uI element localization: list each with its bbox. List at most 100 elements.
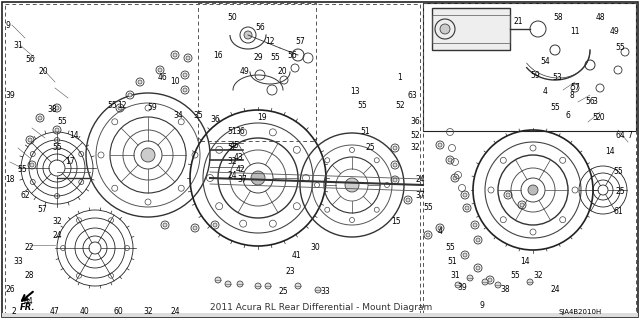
Text: 7: 7 (628, 130, 632, 139)
Circle shape (527, 279, 533, 285)
Text: 22: 22 (24, 243, 34, 253)
Text: 43: 43 (233, 153, 243, 162)
Text: 56: 56 (585, 98, 595, 107)
Circle shape (520, 203, 524, 207)
Circle shape (118, 106, 122, 110)
Circle shape (463, 253, 467, 257)
Text: 53: 53 (552, 73, 562, 83)
Text: 29: 29 (253, 54, 263, 63)
Text: 49: 49 (240, 68, 250, 77)
Text: 61: 61 (613, 207, 623, 217)
Text: 31: 31 (450, 271, 460, 279)
Text: 33: 33 (320, 287, 330, 296)
Text: 9: 9 (479, 300, 484, 309)
Text: 8: 8 (570, 91, 574, 100)
Text: 47: 47 (50, 308, 60, 316)
Text: 35: 35 (193, 110, 203, 120)
Circle shape (55, 106, 59, 110)
Text: 42: 42 (235, 166, 245, 174)
Circle shape (406, 198, 410, 202)
Text: 55: 55 (357, 100, 367, 109)
Text: 36: 36 (210, 115, 220, 124)
Circle shape (482, 279, 488, 285)
Text: 20: 20 (38, 68, 48, 77)
Text: SJA4B2010H: SJA4B2010H (558, 309, 602, 315)
Text: 52: 52 (410, 130, 420, 139)
Circle shape (295, 283, 301, 289)
Text: 56: 56 (255, 24, 265, 33)
Circle shape (183, 73, 187, 77)
Text: 55: 55 (270, 54, 280, 63)
Circle shape (141, 148, 155, 162)
Text: 13: 13 (350, 87, 360, 97)
Text: 21: 21 (513, 18, 523, 26)
Circle shape (215, 277, 221, 283)
Text: 37: 37 (237, 175, 247, 184)
Text: 39: 39 (457, 284, 467, 293)
Text: 1: 1 (397, 73, 403, 83)
Circle shape (38, 116, 42, 120)
Bar (423, 3, 636, 313)
Circle shape (251, 171, 265, 185)
Circle shape (265, 283, 271, 289)
Text: 55: 55 (107, 100, 117, 109)
Text: 64: 64 (615, 130, 625, 139)
Text: 36: 36 (410, 117, 420, 127)
Circle shape (393, 163, 397, 167)
Bar (2, 313, 638, 317)
Text: 51: 51 (360, 128, 370, 137)
Text: 4: 4 (543, 87, 547, 97)
Text: 18: 18 (5, 175, 15, 184)
Text: 41: 41 (291, 250, 301, 259)
Text: 34: 34 (173, 110, 183, 120)
Circle shape (465, 206, 469, 210)
Text: 20: 20 (277, 68, 287, 77)
Circle shape (183, 88, 187, 92)
Circle shape (455, 282, 461, 288)
Text: 19: 19 (257, 114, 267, 122)
Text: 56: 56 (25, 56, 35, 64)
Circle shape (448, 158, 452, 162)
Text: 32: 32 (52, 218, 62, 226)
Text: 55: 55 (615, 43, 625, 53)
Text: 23: 23 (285, 268, 295, 277)
Circle shape (473, 223, 477, 227)
Text: 24: 24 (415, 175, 425, 184)
Text: 52: 52 (227, 144, 237, 152)
Text: 55: 55 (613, 167, 623, 176)
Text: 55: 55 (445, 243, 455, 253)
Circle shape (476, 266, 480, 270)
Bar (423, 3, 636, 131)
Text: 4: 4 (438, 227, 442, 236)
Text: 25: 25 (365, 144, 375, 152)
Circle shape (488, 278, 492, 282)
Text: 59: 59 (530, 70, 540, 79)
Text: 2: 2 (12, 308, 17, 316)
Text: FR.: FR. (20, 302, 36, 311)
Circle shape (315, 287, 321, 293)
Text: 52: 52 (395, 100, 405, 109)
Text: 56: 56 (287, 50, 297, 60)
Text: 33: 33 (13, 257, 23, 266)
Circle shape (163, 223, 167, 227)
Circle shape (30, 163, 34, 167)
Text: 2011 Acura RL Rear Differential - Mount Diagram: 2011 Acura RL Rear Differential - Mount … (210, 303, 432, 313)
Circle shape (506, 193, 510, 197)
Circle shape (186, 56, 190, 60)
Bar (432, 15, 510, 43)
Text: 26: 26 (5, 286, 15, 294)
Text: 9: 9 (6, 20, 10, 29)
Text: 12: 12 (117, 100, 127, 109)
Text: 32: 32 (143, 308, 153, 316)
Text: 51: 51 (447, 257, 457, 266)
Text: 6: 6 (566, 110, 570, 120)
Text: 24: 24 (170, 308, 180, 316)
Text: 32: 32 (227, 158, 237, 167)
Circle shape (345, 178, 359, 192)
Text: 25: 25 (278, 287, 288, 296)
Text: 14: 14 (520, 257, 530, 266)
Bar (198, 3, 316, 141)
Text: 14: 14 (69, 130, 79, 139)
Text: 59: 59 (147, 103, 157, 113)
Text: 60: 60 (113, 308, 123, 316)
